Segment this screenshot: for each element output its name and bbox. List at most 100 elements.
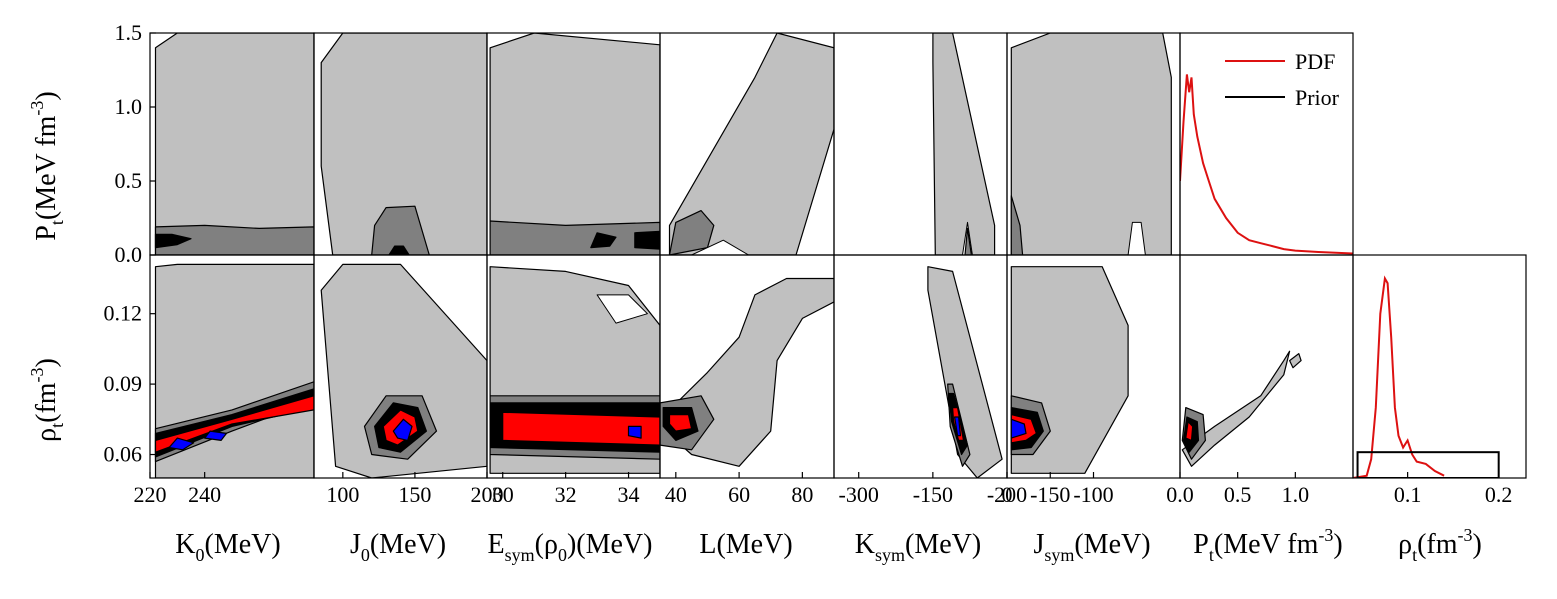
contour-region-mid (489, 220, 660, 255)
y1-end: ) (31, 91, 62, 100)
x-tick-label: -150 (913, 482, 953, 507)
x-tick-label: -300 (839, 482, 879, 507)
contour-region-dark (154, 233, 192, 249)
x-tick-label: -150 (1030, 482, 1070, 507)
contour-region-blue (953, 416, 962, 437)
contour-region-light (927, 266, 1003, 478)
contour-region-red (502, 411, 660, 446)
y-tick-label: 0.12 (104, 301, 143, 326)
x-tick-label: 0.1 (1394, 482, 1422, 507)
y-axis-title-row2: ρt(fm-3) (27, 358, 67, 442)
x-tick-label: 0 (1002, 482, 1013, 507)
y1-rest: (MeV fm (31, 115, 62, 220)
panel-P_t-vs-K0 (154, 33, 314, 255)
x-axis-title-j0: J0(MeV) (350, 529, 446, 565)
x-tick-label: 32 (555, 482, 577, 507)
x-axis-title-ksym: Ksym(MeV) (855, 529, 981, 565)
panel-P_t-vs-L (668, 33, 834, 255)
contour-region-dark (590, 232, 617, 249)
x-tick-label: 80 (791, 482, 813, 507)
y-tick-label: 1.5 (115, 20, 143, 45)
x-axis-title-esym: Esym(ρ0)(MeV) (488, 529, 653, 565)
y1-main: P (31, 225, 62, 241)
panel-rho_t-vs-Ksym (927, 266, 1003, 478)
panel-P_t-vs-Ksym (932, 33, 996, 255)
y1-sup: -3 (27, 101, 47, 116)
contour-region-white (691, 239, 750, 255)
y-tick-label: 0.09 (104, 371, 143, 396)
panel-P_t-vs-Esym (489, 33, 660, 255)
contour-region-blue (1010, 418, 1027, 439)
x-tick-label: 60 (728, 482, 750, 507)
contour-region-light (1181, 350, 1291, 467)
x-axis-title-l: L(MeV) (699, 529, 792, 560)
legend-label-pdf: PDF (1295, 49, 1335, 74)
panel-rho_t-vs-J0 (320, 263, 487, 478)
contour-region-mid (964, 227, 973, 255)
x-axis-titles: K0(MeV) J0(MeV) Esym(ρ0)(MeV) L(MeV) Ksy… (175, 525, 1482, 565)
contour-region-blue (627, 425, 642, 439)
panel-rho_t-vs-Pt (1181, 350, 1302, 467)
panel-P_t-vs-Pt (1180, 74, 1353, 255)
panel-rho_t-vs-rho_t (1353, 275, 1500, 478)
x-tick-label: 1.0 (1282, 482, 1310, 507)
pdf-curve (1353, 275, 1445, 478)
contour-region-light (154, 33, 314, 255)
x-tick-label: 100 (326, 482, 359, 507)
contour-region-white (1127, 221, 1146, 255)
panel-rho_t-vs-K0 (154, 263, 314, 478)
x-tick-label: 0.5 (1224, 482, 1252, 507)
contour-region-light (1288, 353, 1302, 369)
y-tick-label: 0.5 (115, 168, 143, 193)
panel-rho_t-vs-L (660, 277, 834, 467)
prior-box (1356, 451, 1500, 478)
legend-label-prior: Prior (1295, 85, 1340, 110)
contour-region-light (668, 33, 834, 255)
y2-end: ) (31, 358, 62, 367)
contour-region-dark (388, 245, 410, 255)
x-axis-title-k0: K0(MeV) (175, 529, 280, 565)
contour-region-mid (371, 205, 430, 255)
y-tick-label: 0.06 (104, 442, 143, 467)
contour-region-light (489, 33, 660, 255)
contour-region-red (154, 395, 314, 453)
x-axis-title-jsym: Jsym(MeV) (1033, 529, 1150, 565)
x-axis-title-pt: Pt(MeV fm-3) (1193, 525, 1342, 565)
y-tick-label: 1.0 (115, 94, 143, 119)
y2-sup: -3 (27, 367, 47, 382)
contour-region-light (320, 263, 487, 478)
contour-region-blue (168, 437, 195, 451)
contour-region-light (932, 33, 996, 255)
y-axis-title-row1: Pt(MeV fm-3) (27, 91, 67, 240)
contour-region-blue (204, 430, 228, 441)
legend: PDF Prior (1225, 49, 1340, 110)
panel-P_t-vs-J0 (320, 33, 487, 255)
contour-region-red (1185, 421, 1194, 441)
x-tick-label: 34 (618, 482, 640, 507)
contour-region-red (668, 414, 693, 432)
contour-region-mid (668, 210, 715, 255)
panel-frame (1352, 254, 1527, 479)
contour-region-mid (154, 224, 314, 255)
x-axis-title-rho: ρt(fm-3) (1398, 525, 1482, 565)
x-tick-label: -200 (987, 482, 1027, 507)
contour-region-blue (392, 418, 413, 441)
y-tick-label: 0.0 (115, 242, 143, 267)
panel-rho_t-vs-Jsym (1010, 266, 1129, 474)
x-tick-label: 240 (188, 482, 221, 507)
x-tick-label: 40 (665, 482, 687, 507)
x-tick-label: 0.2 (1485, 482, 1513, 507)
x-tick-label: -100 (1073, 482, 1113, 507)
y1-sub: t (47, 220, 67, 225)
contour-region-dark (634, 230, 660, 250)
y2-main: ρ (31, 428, 62, 442)
panel-P_t-vs-Jsym (1010, 33, 1172, 255)
x-tick-label: 200 (471, 482, 504, 507)
contour-region-light (320, 33, 487, 255)
x-tick-label: 30 (492, 482, 514, 507)
y2-sub: t (47, 423, 67, 428)
contour-region-mid (1010, 195, 1024, 255)
pdf-curve (1180, 74, 1353, 255)
y2-rest: (fm (31, 382, 62, 423)
